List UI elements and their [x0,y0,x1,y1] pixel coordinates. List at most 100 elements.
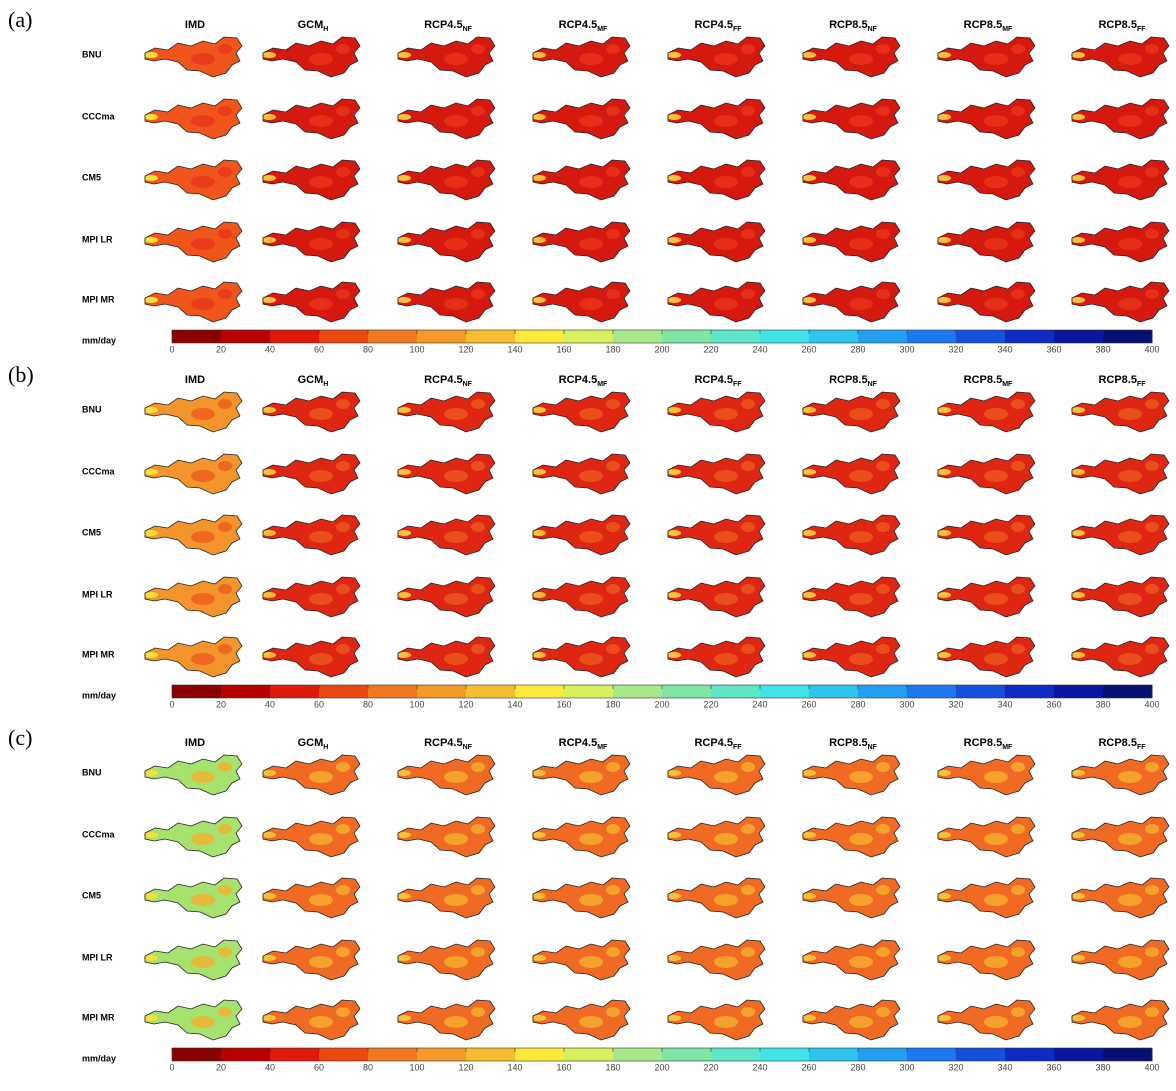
map [1071,37,1169,77]
colorbar-tick-label: 180 [605,699,620,709]
map [532,392,630,432]
map [144,755,242,795]
basin-patch [1118,956,1142,968]
colorbar-tick-label: 80 [363,699,373,709]
colorbar-cell [760,330,810,343]
basin-patch [667,1015,681,1021]
colorbar-tick-label: 200 [654,344,669,354]
basin-patch [1011,762,1025,772]
basin-patch [191,833,215,845]
basin-patch [714,53,738,65]
basin-patch [937,407,951,413]
basin-patch [532,1015,546,1021]
map [397,577,495,617]
map [937,637,1035,677]
map [802,878,900,918]
header-subscript: FF [733,744,742,751]
map [397,282,495,322]
colorbar-tick-label: 240 [752,344,767,354]
colorbar-tick-label: 160 [556,699,571,709]
colorbar-tick-label: 280 [850,344,865,354]
basin-patch [1071,893,1085,899]
basin-patch [937,114,951,120]
basin-patch [309,470,333,482]
basin-patch [218,885,232,895]
map [1071,637,1169,677]
map [144,99,242,139]
row-label: BNU [82,404,102,414]
basin-patch [191,894,215,906]
colorbar-tick-label: 160 [556,1062,571,1072]
basin-patch [532,469,546,475]
colorbar-tick-label: 320 [948,1062,963,1072]
basin-patch [741,824,755,834]
map [532,817,630,857]
colorbar-cell [858,685,908,698]
header-subscript: NF [868,381,878,388]
map [1071,755,1169,795]
map [667,637,765,677]
basin-patch [532,592,546,598]
colorbar-tick-label: 300 [899,1062,914,1072]
column-header: RCP8.5FF [1098,737,1146,751]
colorbar-tick-label: 20 [216,1062,226,1072]
basin-patch [984,771,1008,783]
basin-patch [606,399,620,409]
map [532,515,630,555]
basin-patch [1011,461,1025,471]
map [1071,99,1169,139]
basin-patch [802,114,816,120]
figure: (a)IMDGCMHRCP4.5NFRCP4.5MFRCP4.5FFRCP8.5… [0,0,1176,1086]
basin-patch [144,1015,158,1021]
colorbar-cell [221,1048,271,1061]
map [1071,1000,1169,1040]
colorbar-unit: mm/day [82,335,116,345]
basin-patch [579,408,603,420]
basin-patch [262,1015,276,1021]
basin-patch [714,531,738,543]
colorbar-cell [417,1048,467,1061]
map [667,577,765,617]
map [397,940,495,980]
basin-patch [667,52,681,58]
colorbar-cell [711,685,761,698]
colorbar-tick-label: 320 [948,699,963,709]
map [144,817,242,857]
map [937,1000,1035,1040]
basin-patch [984,408,1008,420]
map [667,940,765,980]
map [937,282,1035,322]
map [937,878,1035,918]
header-text: RCP8.5 [829,374,868,386]
map [397,454,495,494]
basin-patch [336,289,350,299]
basin-patch [262,592,276,598]
map [1071,817,1169,857]
basin-patch [336,229,350,239]
basin-patch [336,106,350,116]
basin-patch [984,1016,1008,1028]
colorbar-tick-label: 380 [1095,344,1110,354]
colorbar-cell [662,330,712,343]
basin-patch [984,894,1008,906]
basin-patch [444,771,468,783]
basin-patch [1118,531,1142,543]
map [262,755,360,795]
basin-patch [606,885,620,895]
basin-patch [876,885,890,895]
colorbar-tick-label: 240 [752,699,767,709]
map [144,222,242,262]
basin-patch [1145,167,1159,177]
basin-patch [1011,106,1025,116]
map [262,99,360,139]
basin-patch [336,461,350,471]
basin-patch [714,894,738,906]
basin-patch [532,175,546,181]
basin-patch [444,1016,468,1028]
basin-patch [191,1016,215,1028]
basin-patch [802,530,816,536]
colorbar-cell [368,1048,418,1061]
header-text: RCP4.5 [424,737,463,749]
colorbar-cell [1054,330,1104,343]
basin-patch [309,833,333,845]
